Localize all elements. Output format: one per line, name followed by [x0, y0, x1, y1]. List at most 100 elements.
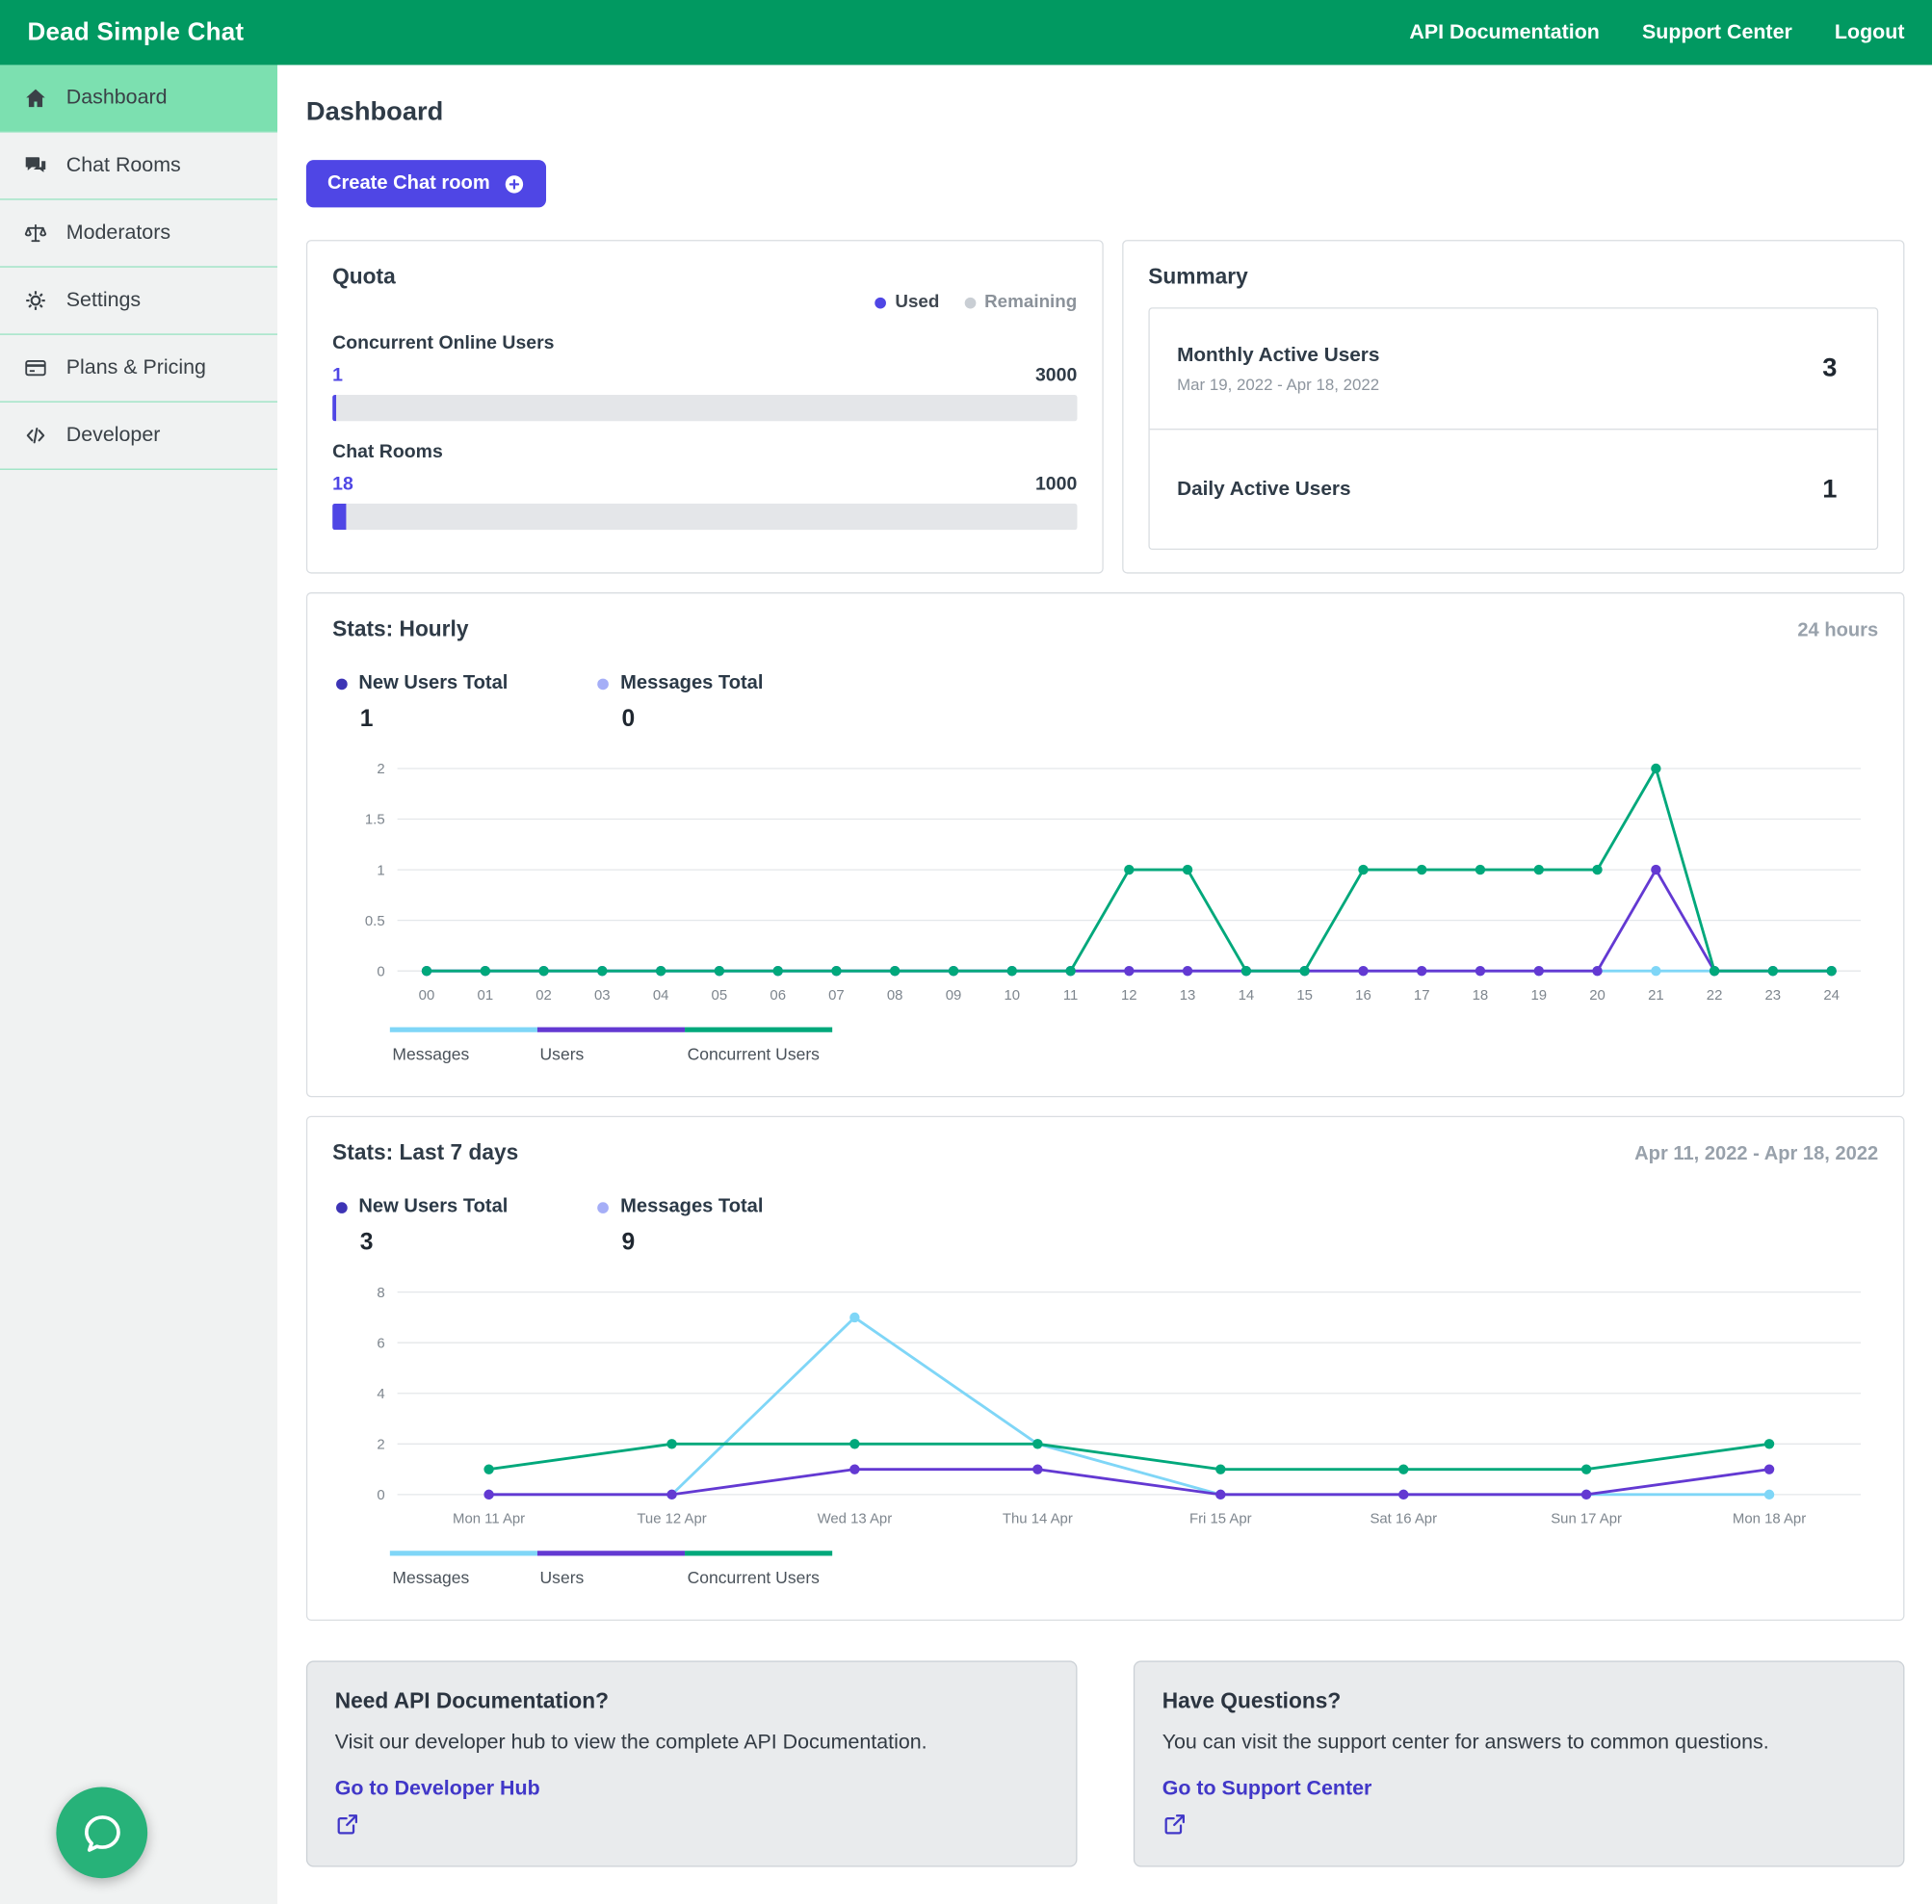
app-shell: Dashboard Chat Rooms Moderators Settings [0, 65, 1932, 1904]
summary-card: Summary Monthly Active Users Mar 19, 202… [1122, 240, 1904, 573]
weekly-chart-legend: MessagesUsersConcurrent Users [390, 1551, 1878, 1587]
svg-text:12: 12 [1121, 987, 1137, 1004]
legend-swatch [685, 1028, 832, 1032]
legend-remaining: Remaining [964, 293, 1077, 313]
quota-progress-track [332, 504, 1077, 530]
navbar-links: API Documentation Support Center Logout [1409, 20, 1904, 44]
legend-remaining-label: Remaining [984, 293, 1077, 313]
external-link-icon[interactable] [335, 1811, 363, 1843]
chart-legend-item[interactable]: Users [537, 1551, 685, 1587]
api-docs-info-card: Need API Documentation? Visit our develo… [306, 1660, 1078, 1866]
metric-header: New Users Total [336, 1196, 508, 1218]
metric-header: Messages Total [598, 672, 764, 694]
info-card-body: Visit our developer hub to view the comp… [335, 1731, 1049, 1755]
metric-new-users-total: New Users Total 3 [336, 1196, 508, 1258]
quota-max-value: 1000 [1035, 474, 1077, 495]
stats-hourly-title: Stats: Hourly [332, 616, 468, 642]
legend-label: Users [537, 1568, 685, 1586]
summary-row-value: 3 [1822, 353, 1849, 383]
sidebar-item-developer[interactable]: Developer [0, 403, 277, 470]
app-root: Dead Simple Chat API Documentation Suppo… [0, 0, 1932, 1904]
nav-link-logout[interactable]: Logout [1835, 20, 1905, 44]
sidebar-item-chat-rooms[interactable]: Chat Rooms [0, 133, 277, 200]
stats-weekly-header: Stats: Last 7 days Apr 11, 2022 - Apr 18… [332, 1139, 1878, 1165]
chat-bubble-icon [79, 1810, 124, 1855]
svg-text:Fri 15 Apr: Fri 15 Apr [1189, 1511, 1252, 1527]
svg-text:8: 8 [377, 1285, 384, 1301]
quota-card: Quota Used Remaining Concurrent Online U… [306, 240, 1104, 573]
quota-progress-fill [332, 504, 346, 530]
svg-text:20: 20 [1589, 987, 1606, 1004]
metric-dot-icon [598, 678, 610, 690]
metric-dot-icon [598, 1202, 610, 1213]
sidebar-item-dashboard[interactable]: Dashboard [0, 65, 277, 132]
external-link-icon[interactable] [1162, 1811, 1190, 1843]
svg-text:Sun 17 Apr: Sun 17 Apr [1551, 1511, 1622, 1527]
svg-text:01: 01 [478, 987, 494, 1004]
brand-title: Dead Simple Chat [28, 18, 245, 47]
weekly-line-chart: 02468Mon 11 AprTue 12 AprWed 13 AprThu 1… [332, 1277, 1878, 1546]
sidebar-item-settings[interactable]: Settings [0, 268, 277, 335]
info-card-title: Need API Documentation? [335, 1688, 1049, 1714]
chart-legend-item[interactable]: Concurrent Users [685, 1551, 832, 1587]
metric-messages-total: Messages Total 9 [598, 1196, 764, 1258]
metric-header: New Users Total [336, 672, 508, 694]
create-chat-room-button[interactable]: Create Chat room [306, 160, 546, 207]
sidebar-item-moderators[interactable]: Moderators [0, 200, 277, 268]
gear-icon [24, 289, 48, 313]
svg-text:00: 00 [419, 987, 435, 1004]
chat-widget-button[interactable] [56, 1787, 147, 1878]
summary-row-sublabel: Mar 19, 2022 - Apr 18, 2022 [1177, 375, 1379, 393]
sidebar-item-label: Plans & Pricing [66, 356, 206, 380]
svg-text:19: 19 [1530, 987, 1547, 1004]
quota-max-value: 3000 [1035, 365, 1077, 386]
quota-used-value: 18 [332, 474, 353, 495]
sidebar: Dashboard Chat Rooms Moderators Settings [0, 65, 277, 1904]
support-center-link[interactable]: Go to Support Center [1162, 1777, 1372, 1801]
quota-legend: Used Remaining [332, 293, 1077, 313]
metric-label: New Users Total [358, 672, 508, 694]
metric-label: Messages Total [620, 1196, 763, 1218]
legend-label: Messages [390, 1568, 537, 1586]
nav-link-support-center[interactable]: Support Center [1642, 20, 1792, 44]
main-content: Dashboard Create Chat room Quota Used [277, 65, 1932, 1904]
quota-used-value: 1 [332, 365, 343, 386]
chart-legend-item[interactable]: Messages [390, 1028, 537, 1064]
legend-swatch [537, 1551, 685, 1555]
home-icon [24, 87, 48, 111]
svg-text:0: 0 [377, 1487, 384, 1503]
svg-text:Tue 12 Apr: Tue 12 Apr [637, 1511, 706, 1527]
legend-swatch [390, 1028, 537, 1032]
used-dot-icon [875, 297, 887, 308]
svg-text:2: 2 [377, 761, 384, 777]
credit-card-icon [24, 356, 48, 380]
sidebar-item-label: Developer [66, 424, 161, 448]
balance-scale-icon [24, 222, 48, 246]
quota-item-values: 18 1000 [332, 474, 1077, 495]
quota-progress-track [332, 395, 1077, 421]
svg-text:09: 09 [946, 987, 962, 1004]
support-info-card: Have Questions? You can visit the suppor… [1134, 1660, 1905, 1866]
metric-value: 3 [360, 1230, 509, 1258]
nav-link-api-documentation[interactable]: API Documentation [1409, 20, 1599, 44]
svg-text:10: 10 [1004, 987, 1020, 1004]
chart-legend-item[interactable]: Users [537, 1028, 685, 1064]
svg-text:07: 07 [828, 987, 845, 1004]
developer-hub-link[interactable]: Go to Developer Hub [335, 1777, 540, 1801]
hourly-line-chart: 00.511.520001020304050607080910111213141… [332, 753, 1878, 1022]
create-chat-room-label: Create Chat room [327, 172, 490, 195]
legend-label: Concurrent Users [685, 1045, 832, 1063]
svg-text:17: 17 [1414, 987, 1430, 1004]
metric-messages-total: Messages Total 0 [598, 672, 764, 734]
plus-circle-icon [504, 173, 525, 195]
quota-item-label: Concurrent Online Users [332, 332, 1077, 353]
legend-used: Used [875, 293, 940, 313]
chart-legend-item[interactable]: Messages [390, 1551, 537, 1587]
stats-weekly-title: Stats: Last 7 days [332, 1139, 518, 1165]
chat-bubbles-icon [24, 154, 48, 178]
sidebar-item-plans-pricing[interactable]: Plans & Pricing [0, 335, 277, 403]
svg-text:18: 18 [1473, 987, 1489, 1004]
svg-text:0: 0 [377, 963, 384, 979]
chart-legend-item[interactable]: Concurrent Users [685, 1028, 832, 1064]
top-cards-row: Quota Used Remaining Concurrent Online U… [306, 240, 1905, 573]
